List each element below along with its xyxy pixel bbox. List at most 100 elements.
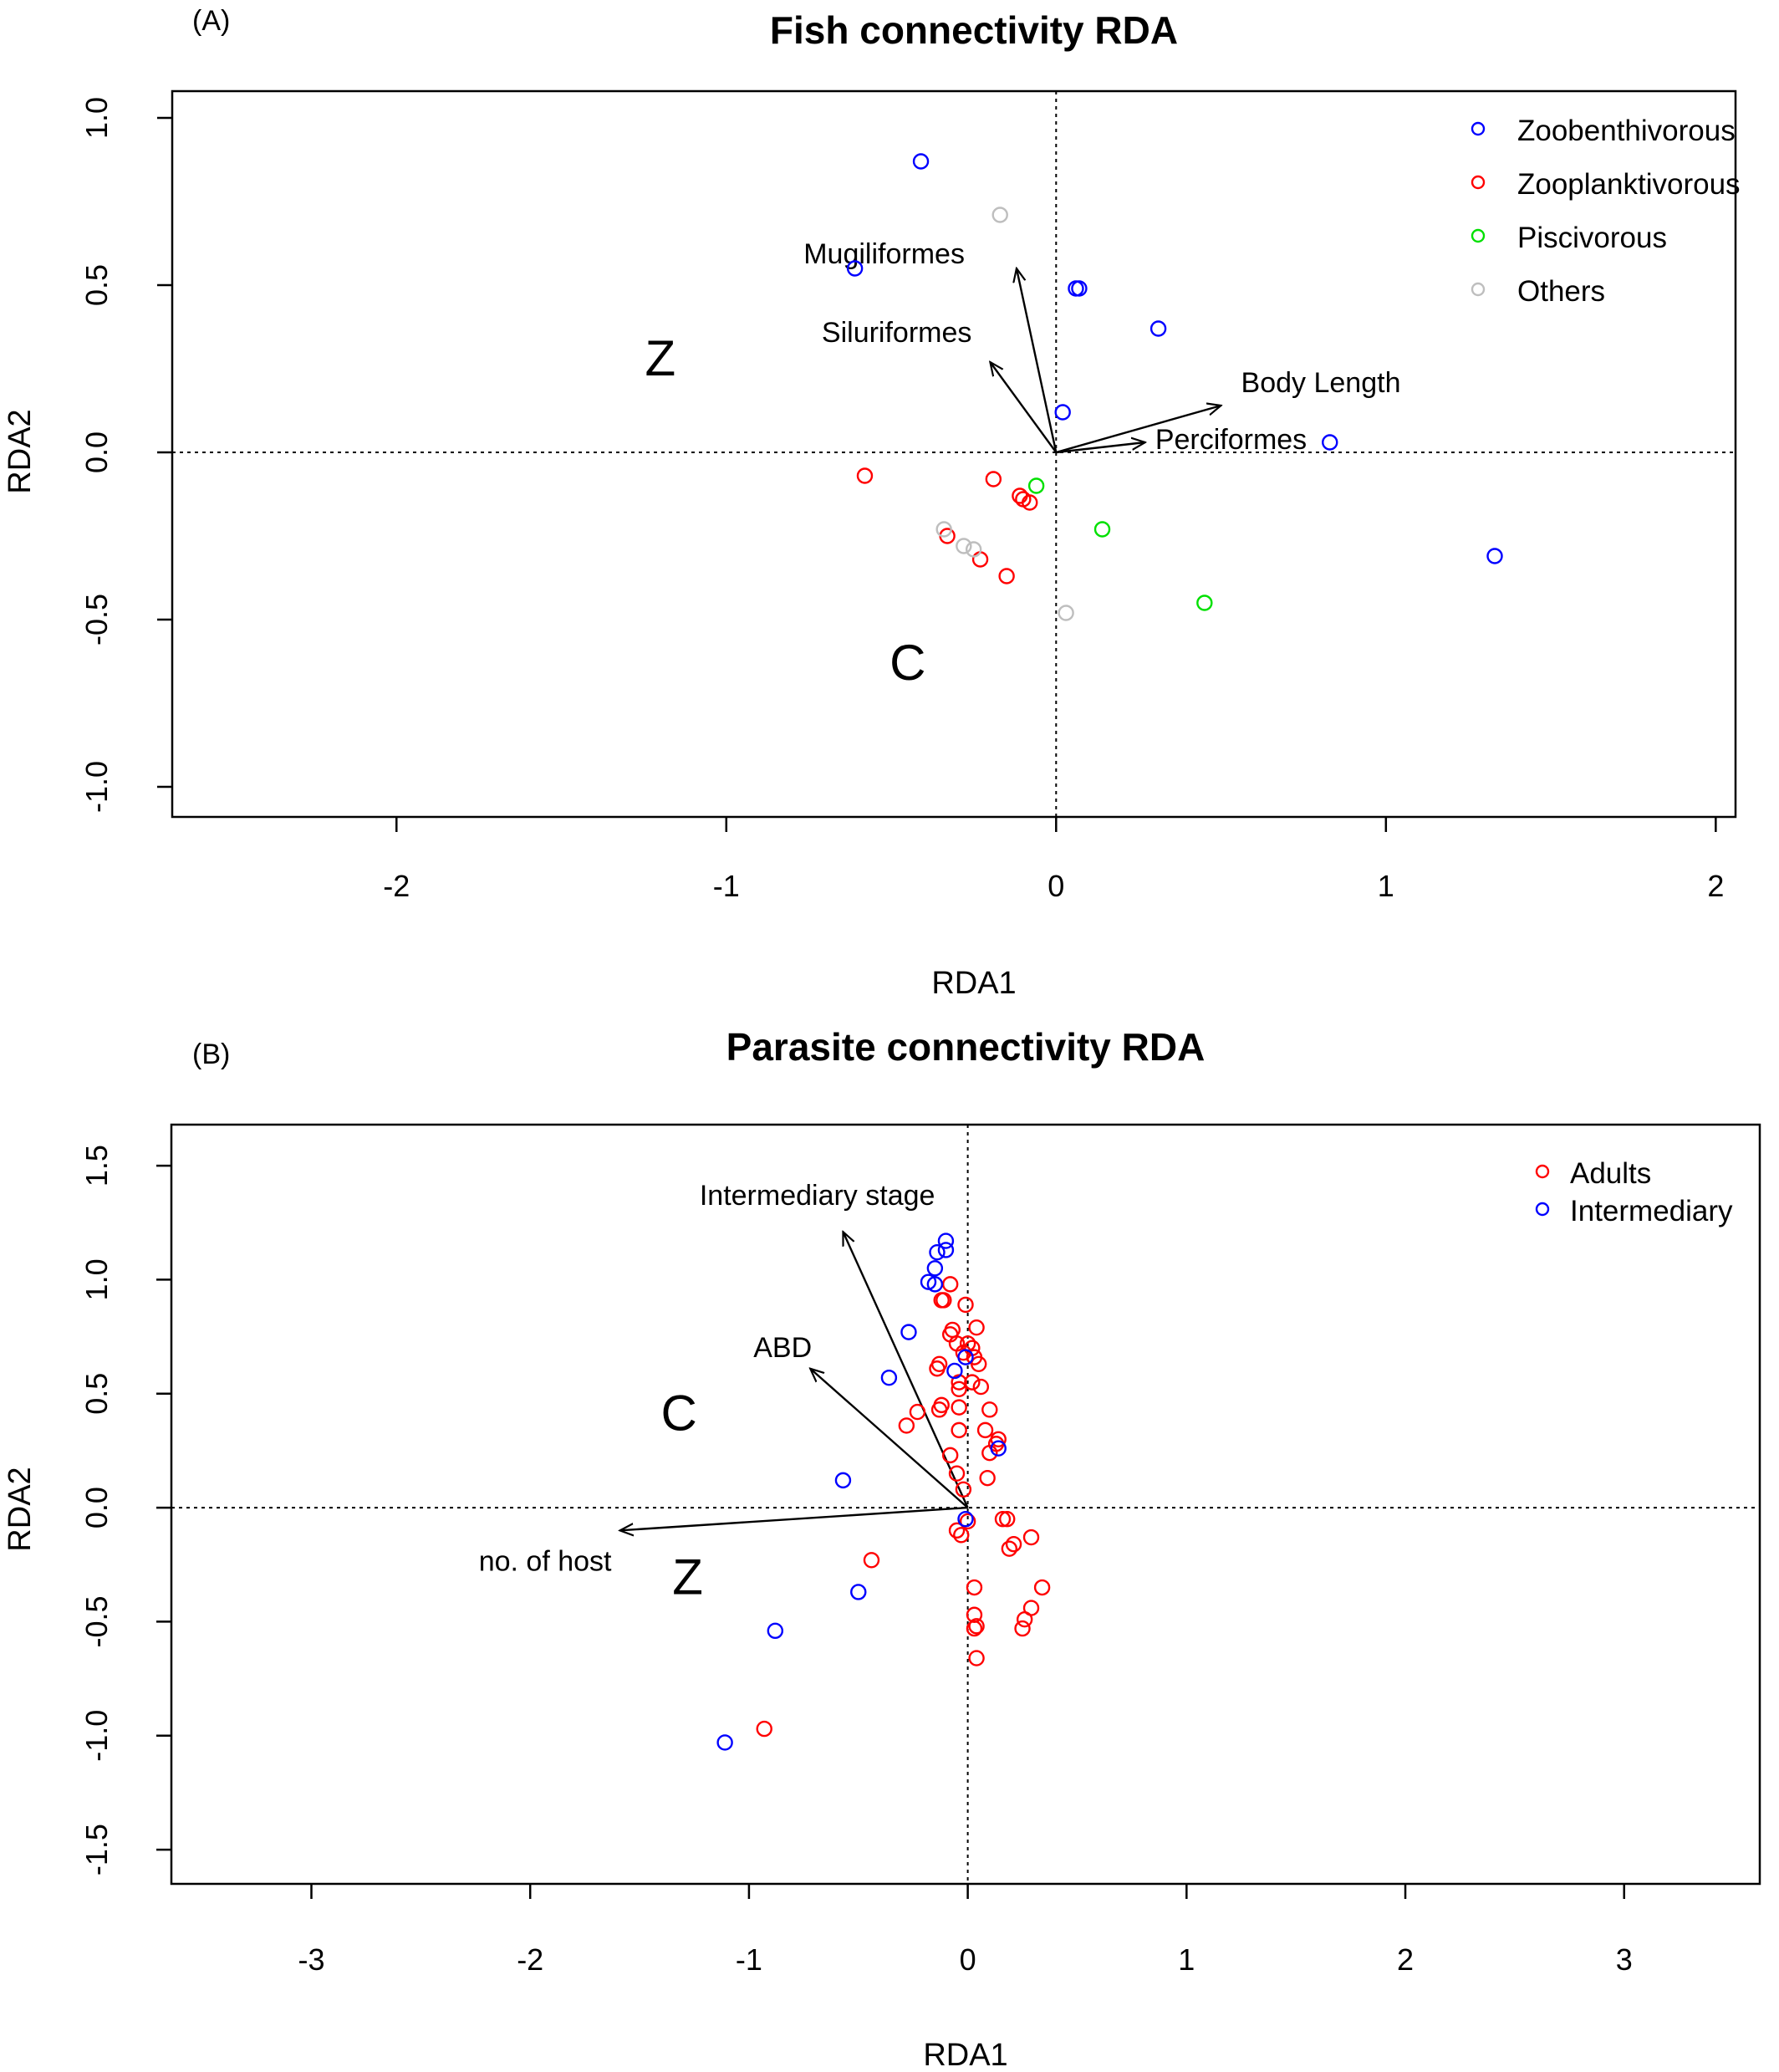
- biplot-arrow: [620, 1506, 968, 1530]
- y-tick-label: -1.5: [79, 1824, 114, 1876]
- data-point: [1001, 1540, 1018, 1557]
- data-point: [957, 1296, 974, 1314]
- panel-label-a: (A): [192, 5, 230, 37]
- legend-marker: [1471, 282, 1486, 297]
- data-point: [937, 1242, 955, 1258]
- scatter-points-a: [846, 153, 1503, 621]
- panel-parasite-connectivity: (B) Parasite connectivity RDA RDA1 RDA2 …: [3, 1025, 1761, 2072]
- data-point: [935, 521, 952, 538]
- y-tick-label: 0.0: [79, 431, 114, 473]
- data-point: [957, 1511, 974, 1528]
- y-tick-label: -0.5: [79, 594, 114, 646]
- data-point: [846, 260, 864, 277]
- data-point: [966, 1620, 983, 1637]
- legend-marker: [1471, 175, 1486, 190]
- axis-ticks-b: -3 -2 -1 0 1 2 3 -1.5 -1.0 -0.5 0.0 0.5 1.0 1.5: [79, 1145, 1633, 1977]
- x-axis-label-b: RDA1: [923, 2038, 1007, 2072]
- biplot-arrow: [1056, 442, 1145, 454]
- x-tick-label: 1: [1178, 1942, 1195, 1977]
- biplot-arrow-label: Siluriformes: [822, 317, 971, 349]
- data-point: [1068, 280, 1084, 297]
- legend-label: Zoobenthivorous: [1517, 115, 1736, 147]
- biplot-arrow-label: Body Length: [1241, 367, 1401, 399]
- data-point: [929, 1243, 946, 1261]
- y-axis-label-b: RDA2: [3, 1467, 38, 1551]
- data-point: [948, 1465, 966, 1482]
- data-point: [1014, 1620, 1031, 1637]
- x-tick-label: -2: [383, 869, 410, 903]
- data-point: [1016, 1610, 1033, 1628]
- plot-frame-a: [171, 89, 1737, 819]
- data-point: [976, 1421, 994, 1439]
- y-axis-label-a: RDA2: [3, 409, 38, 493]
- x-tick-label: 2: [1707, 869, 1724, 903]
- data-point: [926, 1276, 944, 1293]
- data-point: [1005, 1536, 1022, 1553]
- data-point: [981, 1401, 998, 1418]
- data-point: [1054, 404, 1071, 421]
- data-point: [1486, 548, 1503, 564]
- scatter-points-b: [716, 1232, 1051, 1751]
- y-tick-label: -1.0: [79, 1710, 114, 1762]
- biplot-arrow: [843, 1232, 969, 1508]
- data-point: [953, 1527, 970, 1544]
- legend-marker: [1535, 1164, 1550, 1179]
- legend-label: Piscivorous: [1517, 222, 1667, 254]
- data-point: [880, 1369, 898, 1386]
- data-point: [909, 1403, 926, 1421]
- data-point: [968, 1319, 985, 1336]
- annotations-a: ZC: [645, 330, 926, 691]
- data-point: [834, 1472, 852, 1489]
- data-point: [1093, 521, 1111, 538]
- axis-ticks-a: -2 -1 0 1 2 -1.0 -0.5 0.0 0.5 1.0: [79, 97, 1724, 903]
- x-tick-label: -2: [517, 1942, 543, 1977]
- data-point: [959, 1513, 976, 1530]
- plot-annotation: C: [890, 635, 925, 691]
- annotations-b: CZ: [660, 1385, 702, 1605]
- biplot-arrow: [990, 362, 1058, 453]
- plot-frame-b: [170, 1123, 1761, 1886]
- data-point: [1022, 494, 1038, 511]
- legend-label: Adults: [1570, 1157, 1651, 1190]
- data-point: [930, 1401, 948, 1418]
- data-point: [1196, 595, 1213, 611]
- x-tick-label: -1: [713, 869, 740, 903]
- data-point: [990, 1440, 1007, 1457]
- data-point: [979, 1469, 996, 1487]
- data-point: [912, 153, 930, 170]
- panel-fish-connectivity: (A) Fish connectivity RDA RDA1 RDA2 -2 -1…: [3, 5, 1741, 1001]
- biplot-arrow: [1017, 268, 1058, 453]
- data-point: [955, 1481, 972, 1498]
- y-tick-label: 0.5: [79, 264, 114, 306]
- plot-annotation: C: [660, 1385, 696, 1441]
- data-point: [1033, 1579, 1051, 1596]
- legend-label: Zooplanktivorous: [1517, 168, 1741, 201]
- biplot-arrow-label: Intermediary stage: [700, 1180, 935, 1212]
- data-point: [850, 1584, 867, 1600]
- data-point: [948, 1522, 966, 1539]
- data-point: [767, 1622, 784, 1640]
- x-tick-label: 3: [1616, 1942, 1633, 1977]
- biplot-arrow-label: no. of host: [479, 1545, 612, 1577]
- biplot-arrow-label: ABD: [753, 1332, 812, 1364]
- x-tick-label: 2: [1397, 1942, 1414, 1977]
- data-point: [941, 1447, 959, 1464]
- data-point: [941, 1276, 959, 1293]
- data-point: [1149, 320, 1167, 337]
- data-point: [933, 1292, 950, 1309]
- data-point: [951, 1380, 967, 1398]
- data-point: [920, 1273, 937, 1290]
- biplot-vectors-b: Intermediary stage ABD no. of host: [479, 1180, 969, 1577]
- x-tick-label: -1: [736, 1942, 762, 1977]
- biplot-arrow: [810, 1369, 969, 1508]
- data-point: [1022, 1528, 1040, 1546]
- data-point: [971, 551, 989, 568]
- data-point: [926, 1260, 944, 1277]
- data-point: [964, 1374, 981, 1391]
- data-point: [756, 1720, 772, 1738]
- data-point: [957, 1349, 974, 1365]
- data-point: [946, 1362, 963, 1380]
- data-point: [716, 1734, 733, 1751]
- data-point: [1071, 280, 1088, 297]
